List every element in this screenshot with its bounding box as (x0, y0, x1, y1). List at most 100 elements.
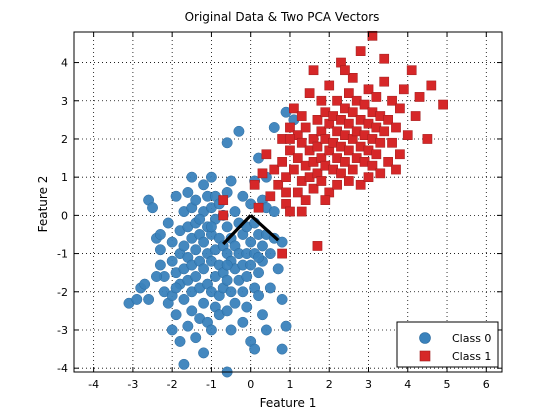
x-tick-label: 2 (326, 378, 333, 391)
data-point-circle (225, 324, 237, 336)
data-point-circle (170, 190, 182, 202)
data-point-circle (186, 305, 198, 317)
data-point-square (379, 53, 390, 64)
data-point-square (316, 176, 327, 186)
data-point-square (383, 157, 393, 167)
data-point-square (324, 80, 335, 91)
data-point-circle (225, 286, 237, 298)
y-tick-label: -2 (57, 286, 68, 299)
data-point-circle (147, 202, 158, 214)
data-point-square (410, 111, 421, 121)
x-tick-label: -4 (88, 378, 99, 391)
data-point-square (371, 149, 382, 160)
data-point-circle (237, 286, 249, 298)
data-point-circle (260, 324, 272, 336)
data-point-square (402, 130, 413, 140)
data-point-square (312, 141, 323, 152)
data-point-circle (166, 255, 178, 267)
y-tick-label: 4 (61, 57, 68, 70)
data-point-circle (154, 259, 166, 271)
data-markers (123, 30, 448, 378)
data-point-circle (237, 190, 249, 202)
data-point-circle (280, 320, 292, 332)
data-point-circle (225, 175, 237, 187)
data-point-square (379, 76, 390, 87)
data-point-square (375, 168, 386, 179)
data-point-circle (268, 206, 280, 218)
data-point-circle (221, 274, 233, 286)
data-point-circle (174, 335, 186, 347)
data-point-square (391, 122, 401, 133)
x-axis-label: Feature 1 (260, 396, 317, 410)
data-point-square (304, 88, 315, 98)
x-tick-label: 6 (483, 378, 490, 391)
data-point-circle (186, 171, 198, 183)
legend-circle-marker (419, 332, 431, 344)
data-point-square (387, 95, 397, 106)
y-tick-label: 3 (61, 95, 68, 108)
data-point-circle (237, 316, 249, 328)
data-point-square (277, 248, 287, 259)
data-point-circle (264, 282, 276, 294)
data-point-circle (276, 293, 288, 305)
data-point-square (277, 157, 287, 167)
data-point-circle (272, 263, 284, 275)
data-point-square (300, 122, 311, 133)
data-point-square (438, 99, 448, 110)
data-point-square (347, 107, 358, 118)
data-point-circle (190, 244, 202, 256)
y-tick-label: -4 (57, 362, 68, 375)
series-1-markers (218, 30, 448, 259)
data-point-square (344, 118, 354, 129)
data-point-circle (166, 236, 178, 248)
data-point-square (363, 84, 374, 95)
data-point-square (355, 46, 366, 56)
data-point-square (336, 168, 346, 179)
data-point-square (426, 80, 437, 91)
data-point-circle (205, 324, 217, 336)
data-point-square (375, 137, 386, 148)
data-point-square (414, 92, 425, 102)
x-tick-label: 3 (365, 378, 372, 391)
data-point-square (340, 157, 350, 167)
data-point-circle (198, 297, 210, 309)
data-point-square (261, 149, 272, 160)
data-point-square (308, 65, 319, 76)
data-point-square (249, 179, 260, 190)
data-point-square (340, 65, 350, 76)
data-point-square (300, 195, 311, 205)
data-point-circle (139, 278, 151, 290)
data-point-circle (162, 217, 174, 229)
data-point-square (285, 134, 295, 144)
data-point-circle (198, 347, 210, 359)
data-point-square (422, 134, 433, 144)
data-point-circle (205, 221, 217, 233)
data-point-circle (143, 293, 155, 305)
data-point-circle (253, 251, 265, 263)
y-tick-label: 1 (61, 171, 68, 184)
data-point-square (383, 115, 393, 125)
plot-frame (73, 31, 503, 373)
data-point-circle (198, 179, 210, 191)
data-point-circle (241, 301, 253, 313)
y-tick-label: 0 (61, 209, 68, 222)
chart-title: Original Data & Two PCA Vectors (185, 10, 380, 24)
data-point-square (398, 84, 409, 95)
data-point-circle (268, 122, 280, 133)
data-point-circle (221, 305, 233, 317)
data-point-square (296, 206, 307, 217)
data-point-square (344, 145, 354, 156)
legend-label-class-1: Class 1 (452, 350, 491, 363)
legend-square-marker (419, 350, 431, 362)
data-point-circle (178, 240, 190, 252)
data-point-square (371, 92, 382, 102)
data-point-square (296, 111, 307, 121)
data-point-square (359, 99, 370, 110)
x-tick-label: 1 (286, 378, 293, 391)
data-point-square (367, 30, 378, 41)
x-tick-label: 4 (404, 378, 411, 391)
data-point-square (312, 115, 323, 125)
data-point-circle (178, 358, 190, 370)
data-point-circle (190, 194, 202, 206)
pca-vectors (222, 214, 280, 246)
